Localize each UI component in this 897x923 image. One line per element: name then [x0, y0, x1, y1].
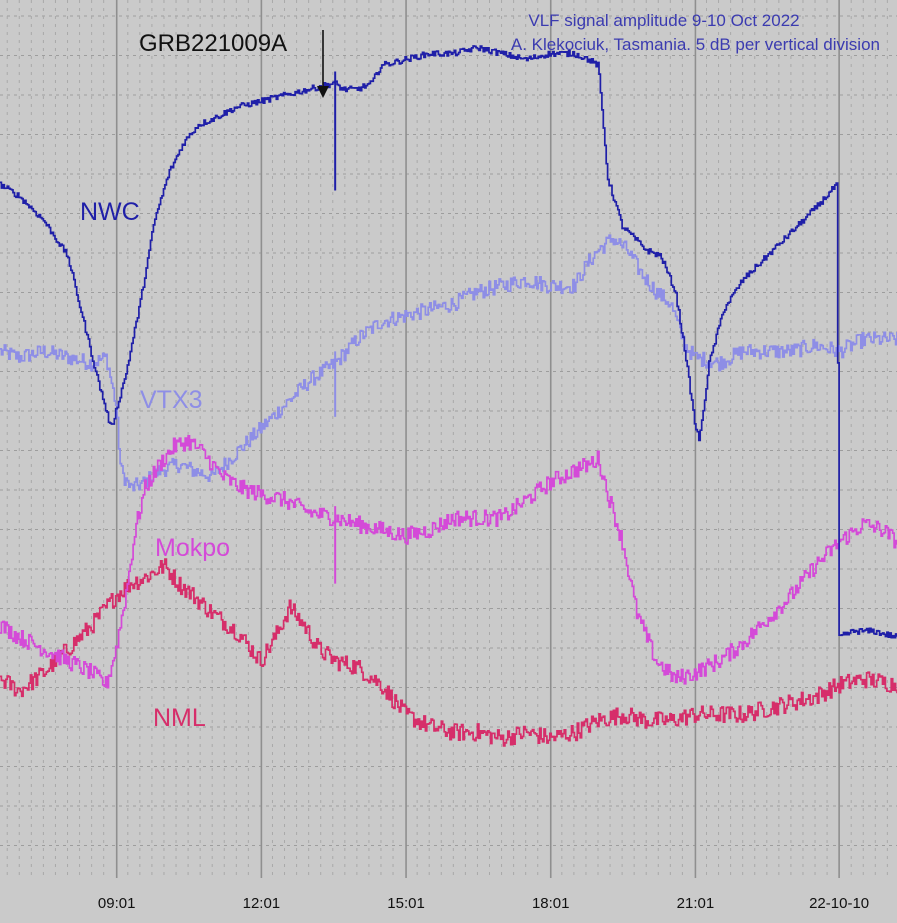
series-label-vtx3: VTX3: [140, 386, 203, 414]
chart-title-line-2: A. Klekociuk, Tasmania. 5 dB per vertica…: [511, 35, 880, 54]
x-tick-label: 22-10-10: [809, 895, 869, 912]
x-tick-label: 21:01: [677, 895, 715, 912]
event-arrow-head: [317, 86, 329, 98]
series-label-mokpo: Mokpo: [155, 534, 230, 562]
x-tick-labels: 09:01 12:01 15:01 18:01 21:01 22-10-10: [98, 895, 869, 912]
x-tick-label: 15:01: [387, 895, 425, 912]
x-tick-label: 09:01: [98, 895, 136, 912]
series-line-nwc: [0, 45, 897, 639]
series-layer: [0, 45, 897, 747]
event-label: GRB221009A: [139, 30, 287, 57]
chart-title: VLF signal amplitude 9-10 Oct 2022 A. Kl…: [511, 11, 880, 54]
x-tick-label: 18:01: [532, 895, 570, 912]
series-labels: NWC VTX3 Mokpo NML: [80, 198, 230, 732]
grid: [0, 0, 897, 878]
series-label-nwc: NWC: [80, 198, 140, 226]
series-line-vtx3: [0, 234, 897, 492]
series-line-mokpo: [0, 435, 897, 689]
x-tick-label: 12:01: [243, 895, 281, 912]
chart-title-line-1: VLF signal amplitude 9-10 Oct 2022: [528, 11, 799, 30]
series-line-nml: [0, 558, 897, 747]
series-label-nml: NML: [153, 704, 206, 732]
event-annotation: GRB221009A: [139, 30, 329, 98]
